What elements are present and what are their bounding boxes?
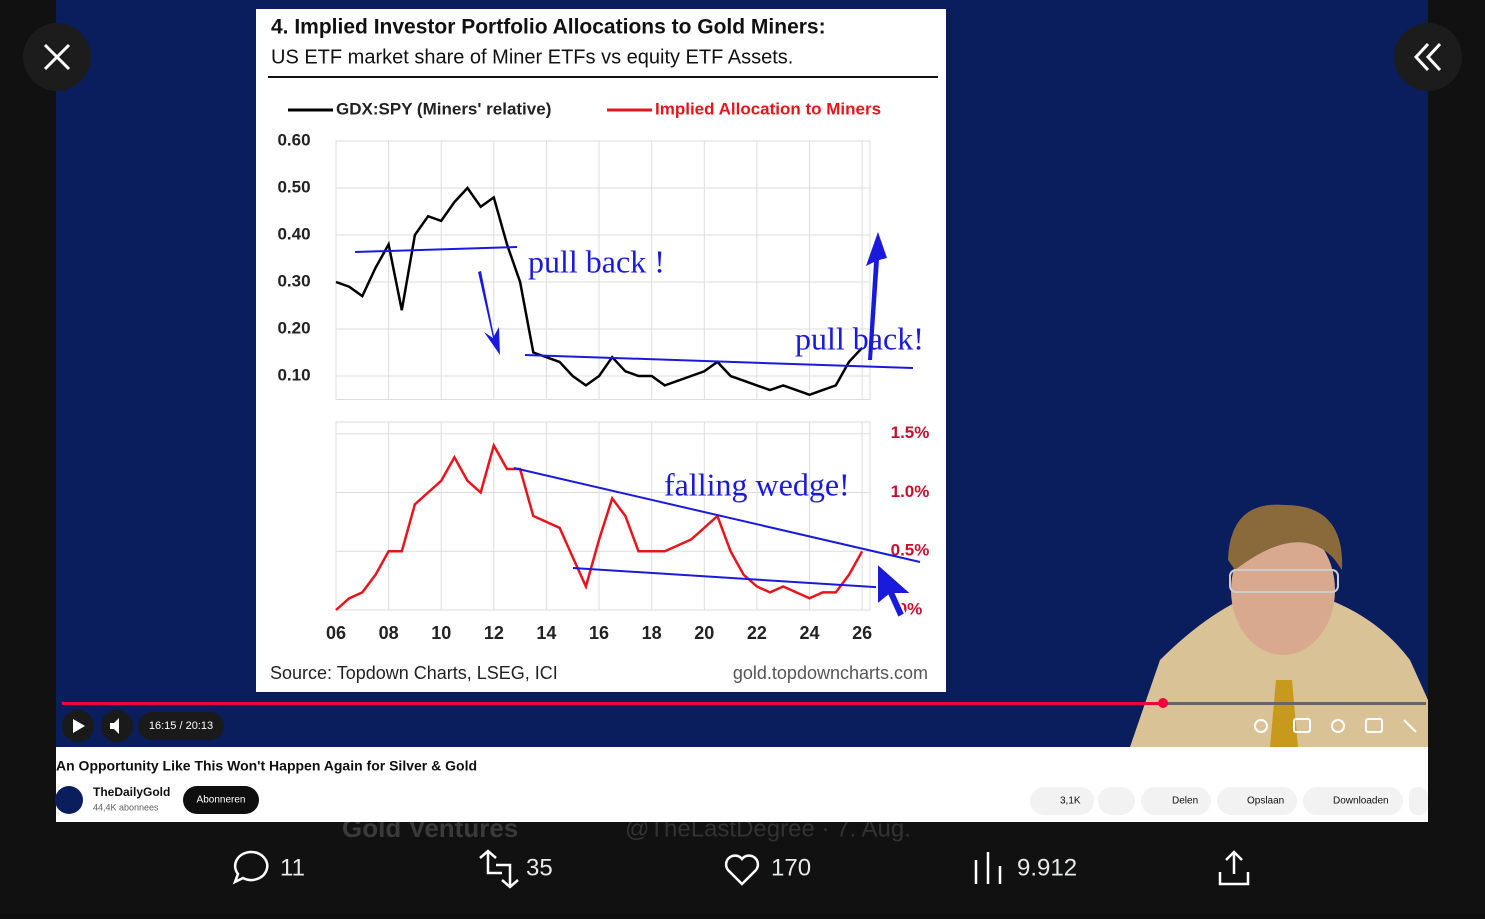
save-label: Opslaan [1247, 796, 1284, 807]
chart-credit: gold.topdowncharts.com [733, 663, 928, 683]
player-icons [1254, 718, 1417, 733]
data-line [335, 442, 864, 611]
channel-name[interactable]: TheDailyGold [93, 785, 170, 799]
data-line [335, 186, 864, 397]
arrow-down [478, 271, 500, 355]
y-tick-label: 1.5% [891, 423, 930, 442]
chart-subtitle: US ETF market share of Miner ETFs vs equ… [271, 46, 793, 68]
annotation: falling wedge! [664, 466, 850, 502]
chart-title: 4. Implied Investor Portfolio Allocation… [271, 16, 826, 39]
annotation: pull back ! [528, 243, 665, 279]
subscribe-button[interactable] [183, 786, 259, 814]
x-tick-label: 26 [852, 623, 872, 643]
subscribe-label: Abonneren [197, 795, 246, 806]
like-count: 3,1K [1060, 796, 1081, 807]
collapse-icon [1413, 42, 1442, 72]
progress-handle[interactable] [1158, 698, 1168, 708]
subscriber-count: 44,4K abonnees [93, 802, 159, 812]
x-tick-label: 10 [431, 623, 451, 643]
repost-count[interactable]: 35 [526, 854, 553, 881]
progress-played [62, 702, 1163, 705]
like-count[interactable]: 170 [771, 854, 811, 881]
play-icon [73, 719, 85, 733]
chart-source: Source: Topdown Charts, LSEG, ICI [270, 663, 558, 683]
dislike-button[interactable] [1098, 787, 1135, 815]
share-button[interactable] [1141, 787, 1211, 815]
y-tick-label: 0.50 [277, 177, 310, 196]
annotation: pull back! [795, 320, 924, 356]
legend-label: Implied Allocation to Miners [655, 99, 881, 118]
close-icon [43, 43, 71, 71]
volume-icon [110, 718, 119, 734]
y-tick-label: 0.40 [277, 224, 310, 243]
like-button[interactable] [1030, 787, 1094, 815]
action-icons [232, 849, 1250, 889]
download-label: Downloaden [1333, 796, 1389, 807]
legend-label: GDX:SPY (Miners' relative) [336, 99, 551, 118]
trend-line [513, 467, 921, 563]
y-tick-label: 0.10 [277, 365, 310, 384]
x-tick-label: 12 [484, 623, 504, 643]
download-button[interactable] [1303, 787, 1403, 815]
save-button[interactable] [1217, 787, 1297, 815]
x-tick-label: 14 [536, 623, 556, 643]
x-tick-label: 24 [799, 623, 819, 643]
trend-line [524, 354, 914, 369]
reply-count[interactable]: 11 [280, 854, 305, 881]
x-tick-label: 08 [379, 623, 399, 643]
y-tick-label: 1.0% [891, 482, 930, 501]
trend-line [572, 567, 906, 590]
webcam [1130, 504, 1428, 747]
arrow-up [866, 232, 887, 360]
time-pill [138, 712, 224, 740]
x-tick-label: 22 [747, 623, 767, 643]
chart-image [256, 9, 946, 692]
x-tick-label: 16 [589, 623, 609, 643]
cursor [876, 560, 915, 620]
view-count[interactable]: 9.912 [1017, 854, 1077, 881]
share-label: Delen [1172, 796, 1198, 807]
trend-line [354, 246, 518, 253]
y-tick-label: 0.20 [277, 318, 310, 337]
time: 16:15 / 20:13 [149, 720, 213, 732]
x-tick-label: 20 [694, 623, 714, 643]
y-tick-label: 0.30 [277, 271, 310, 290]
channel-avatar[interactable] [55, 786, 83, 814]
y-tick-label: 0.5% [891, 541, 930, 560]
more-button[interactable] [1409, 787, 1428, 815]
x-tick-label: 06 [326, 623, 346, 643]
video-title[interactable]: An Opportunity Like This Won't Happen Ag… [56, 758, 477, 774]
x-tick-label: 18 [642, 623, 662, 643]
y-tick-label: 0.60 [277, 130, 310, 149]
